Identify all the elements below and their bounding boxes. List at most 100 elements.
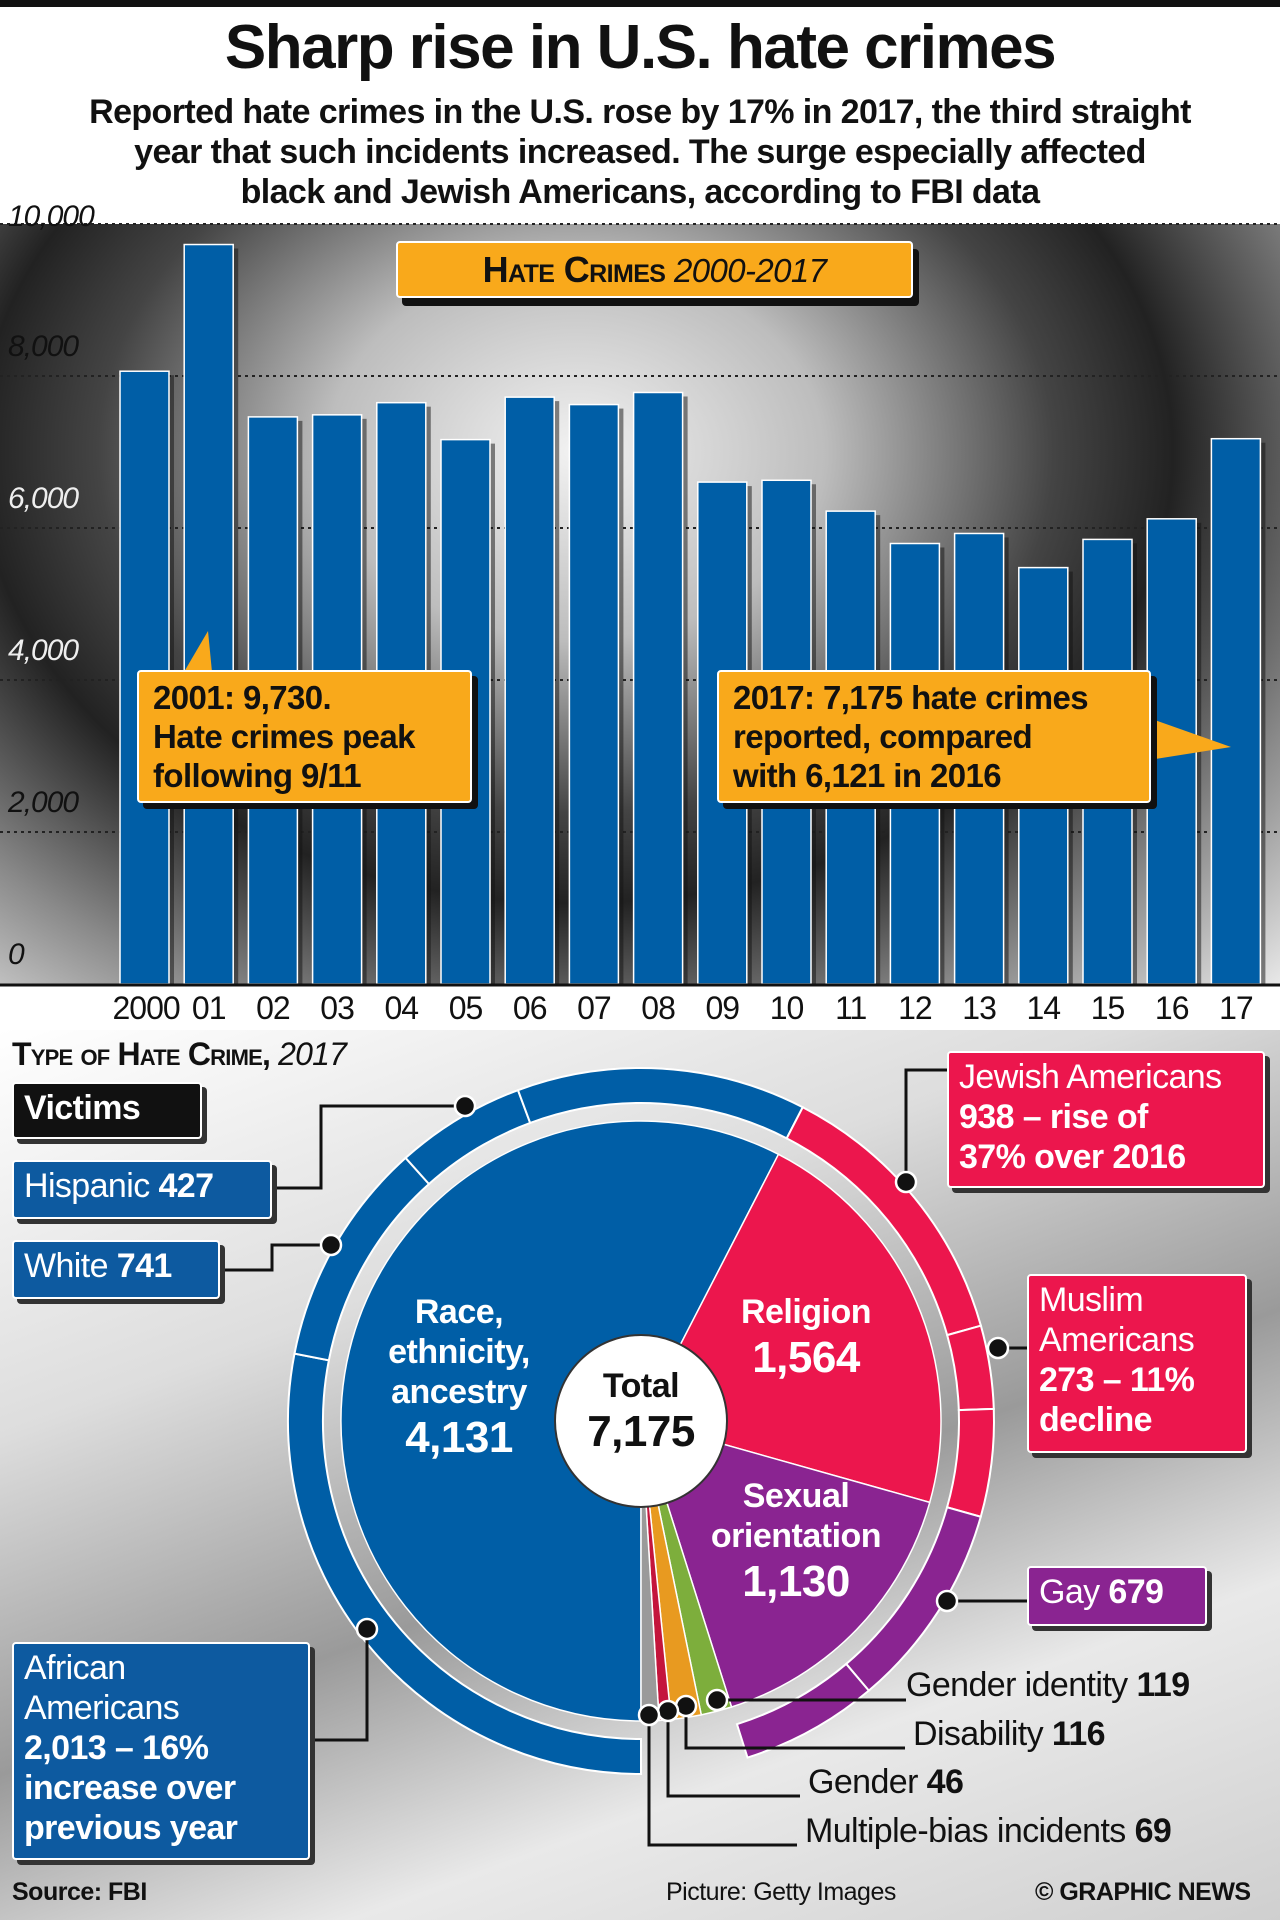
victim-label: African [24,1649,126,1687]
y-tick-label: 8,000 [8,330,79,363]
victim-detail: previous year [24,1809,238,1847]
y-tick-label: 2,000 [8,786,79,819]
annotation-line: with 6,121 in 2016 [733,757,1002,794]
connector-line-white [220,1243,331,1272]
callout-pointers [184,631,1231,760]
victim-detail: 37% over 2016 [959,1138,1186,1176]
victim-label: Jewish Americans [959,1058,1222,1096]
victim-value: 741 [116,1247,173,1285]
x-tick-label: 08 [641,990,676,1026]
bar-08 [632,391,684,985]
connector-dot-gay [935,1589,959,1613]
bar-17 [1210,437,1262,985]
x-tick-label: 11 [835,990,867,1026]
pie-total: Total 7,175 [561,1366,721,1458]
subtitle: Reported hate crimes in the U.S. rose by… [20,92,1260,212]
slice-value: 4,131 [405,1413,513,1462]
victim-label: Muslim [1039,1281,1144,1319]
annotation-line: Hate crimes peak [153,718,416,755]
slice-label: Race, ethnicity, ancestry [388,1293,530,1411]
victim-hispanic: Hispanic 427 [12,1160,272,1219]
label-multiple-bias: Multiple-bias incidents 69 [805,1812,1172,1851]
x-tick-label: 06 [512,990,548,1026]
connector-dot-gender-identity [705,1688,729,1712]
connector-dot-multiple-bias [637,1703,661,1727]
connector-dot-jewish [894,1170,918,1194]
slice-label: Gender identity [906,1666,1128,1704]
connector-dot-african-americans [355,1617,379,1641]
annotation-line: 2001: 9,730. [153,679,332,716]
source: Source: FBI [12,1878,147,1906]
victim-label: Gay [1039,1573,1100,1611]
annotation-2001: 2001: 9,730. Hate crimes peak following … [137,670,472,803]
graphic-credit: © GRAPHIC NEWS [1035,1878,1251,1906]
connector-dot-white [319,1233,343,1257]
x-tick-label: 04 [384,990,420,1026]
victims-heading: Victims [12,1082,202,1139]
x-tick-label: 10 [769,990,805,1026]
pie-center-circle [554,1334,728,1508]
victim-detail: 938 – rise of [959,1098,1148,1136]
label-gender-identity: Gender identity 119 [906,1666,1190,1705]
callout-pointer-2017 [1149,718,1231,760]
pie-title-year: 2017 [278,1036,347,1072]
victim-gay: Gay 679 [1027,1566,1207,1626]
slice-value: 1,564 [752,1333,860,1382]
annotation-line: 2017: 7,175 hate crimes [733,679,1089,716]
pie-slice-sexual-orientation [639,1419,931,1708]
victim-white: White 741 [12,1240,220,1299]
x-tick-label: 02 [256,990,291,1026]
victim-label: Americans [1039,1321,1195,1359]
annotation-line: reported, compared [733,718,1033,755]
total-value: 7,175 [587,1407,695,1456]
victim-value: 427 [158,1167,214,1205]
annotation-2017: 2017: 7,175 hate crimes reported, compar… [717,670,1151,803]
x-tick-label: 05 [448,990,484,1026]
slice-label: Multiple-bias incidents [805,1812,1126,1850]
chart-title: Hate Crimes [482,249,666,290]
victim-detail: 273 – 11% [1039,1361,1195,1399]
top-rule [0,0,1280,7]
bar-07 [568,403,620,985]
subtitle-line: black and Jewish Americans, according to… [240,173,1040,211]
slice-label-sexual-orientation: Sexual orientation 1,130 [686,1476,906,1608]
pie-title: Type of Hate Crime [12,1036,263,1072]
slice-label: Sexual orientation [710,1477,882,1555]
connector-line-disability [684,1706,905,1750]
connector-dot-muslim [986,1336,1010,1360]
x-tick-label: 12 [898,990,933,1026]
chart-title-box: Hate Crimes 2000-2017 [396,241,913,298]
callout-pointer-2001 [184,631,212,672]
y-tick-label: 10,000 [8,200,95,233]
ring-segment-other [945,1407,995,1519]
victim-african-americans: African Americans 2,013 – 16% increase o… [12,1642,310,1860]
x-tick-label: 15 [1090,990,1126,1026]
page-title: Sharp rise in U.S. hate crimes [224,13,1057,82]
connector-dot-hispanic [453,1094,477,1118]
slice-label-race: Race, ethnicity, ancestry 4,131 [339,1292,579,1464]
connector-line-jewish [904,1068,947,1182]
slice-label-religion: Religion 1,564 [706,1292,906,1384]
victim-detail: decline [1039,1401,1153,1439]
y-tick-label: 6,000 [8,482,79,515]
x-tick-label: 07 [577,990,612,1026]
x-tick-label: 14 [1026,990,1062,1026]
x-tick-label: 01 [191,990,227,1026]
victim-label: Americans [24,1689,180,1727]
ring-segment-other [735,1662,871,1759]
slice-label: Gender [808,1763,918,1801]
victim-label: White [24,1247,109,1285]
x-tick-label: 16 [1154,990,1190,1026]
annotation-line: following 9/11 [153,757,362,794]
slice-value: 69 [1134,1812,1172,1850]
ring-segment-muslim-americans [945,1324,995,1412]
connector-line-hispanic [272,1104,465,1190]
slice-value: 116 [1051,1715,1106,1753]
x-tick-label: 17 [1219,990,1254,1026]
victim-muslim-americans: Muslim Americans 273 – 11% decline [1027,1274,1247,1453]
y-tick-label: 4,000 [8,634,79,667]
victim-detail: 2,013 – 16% [24,1729,209,1767]
slice-value: 46 [926,1763,964,1801]
x-tick-label: 09 [705,990,741,1026]
